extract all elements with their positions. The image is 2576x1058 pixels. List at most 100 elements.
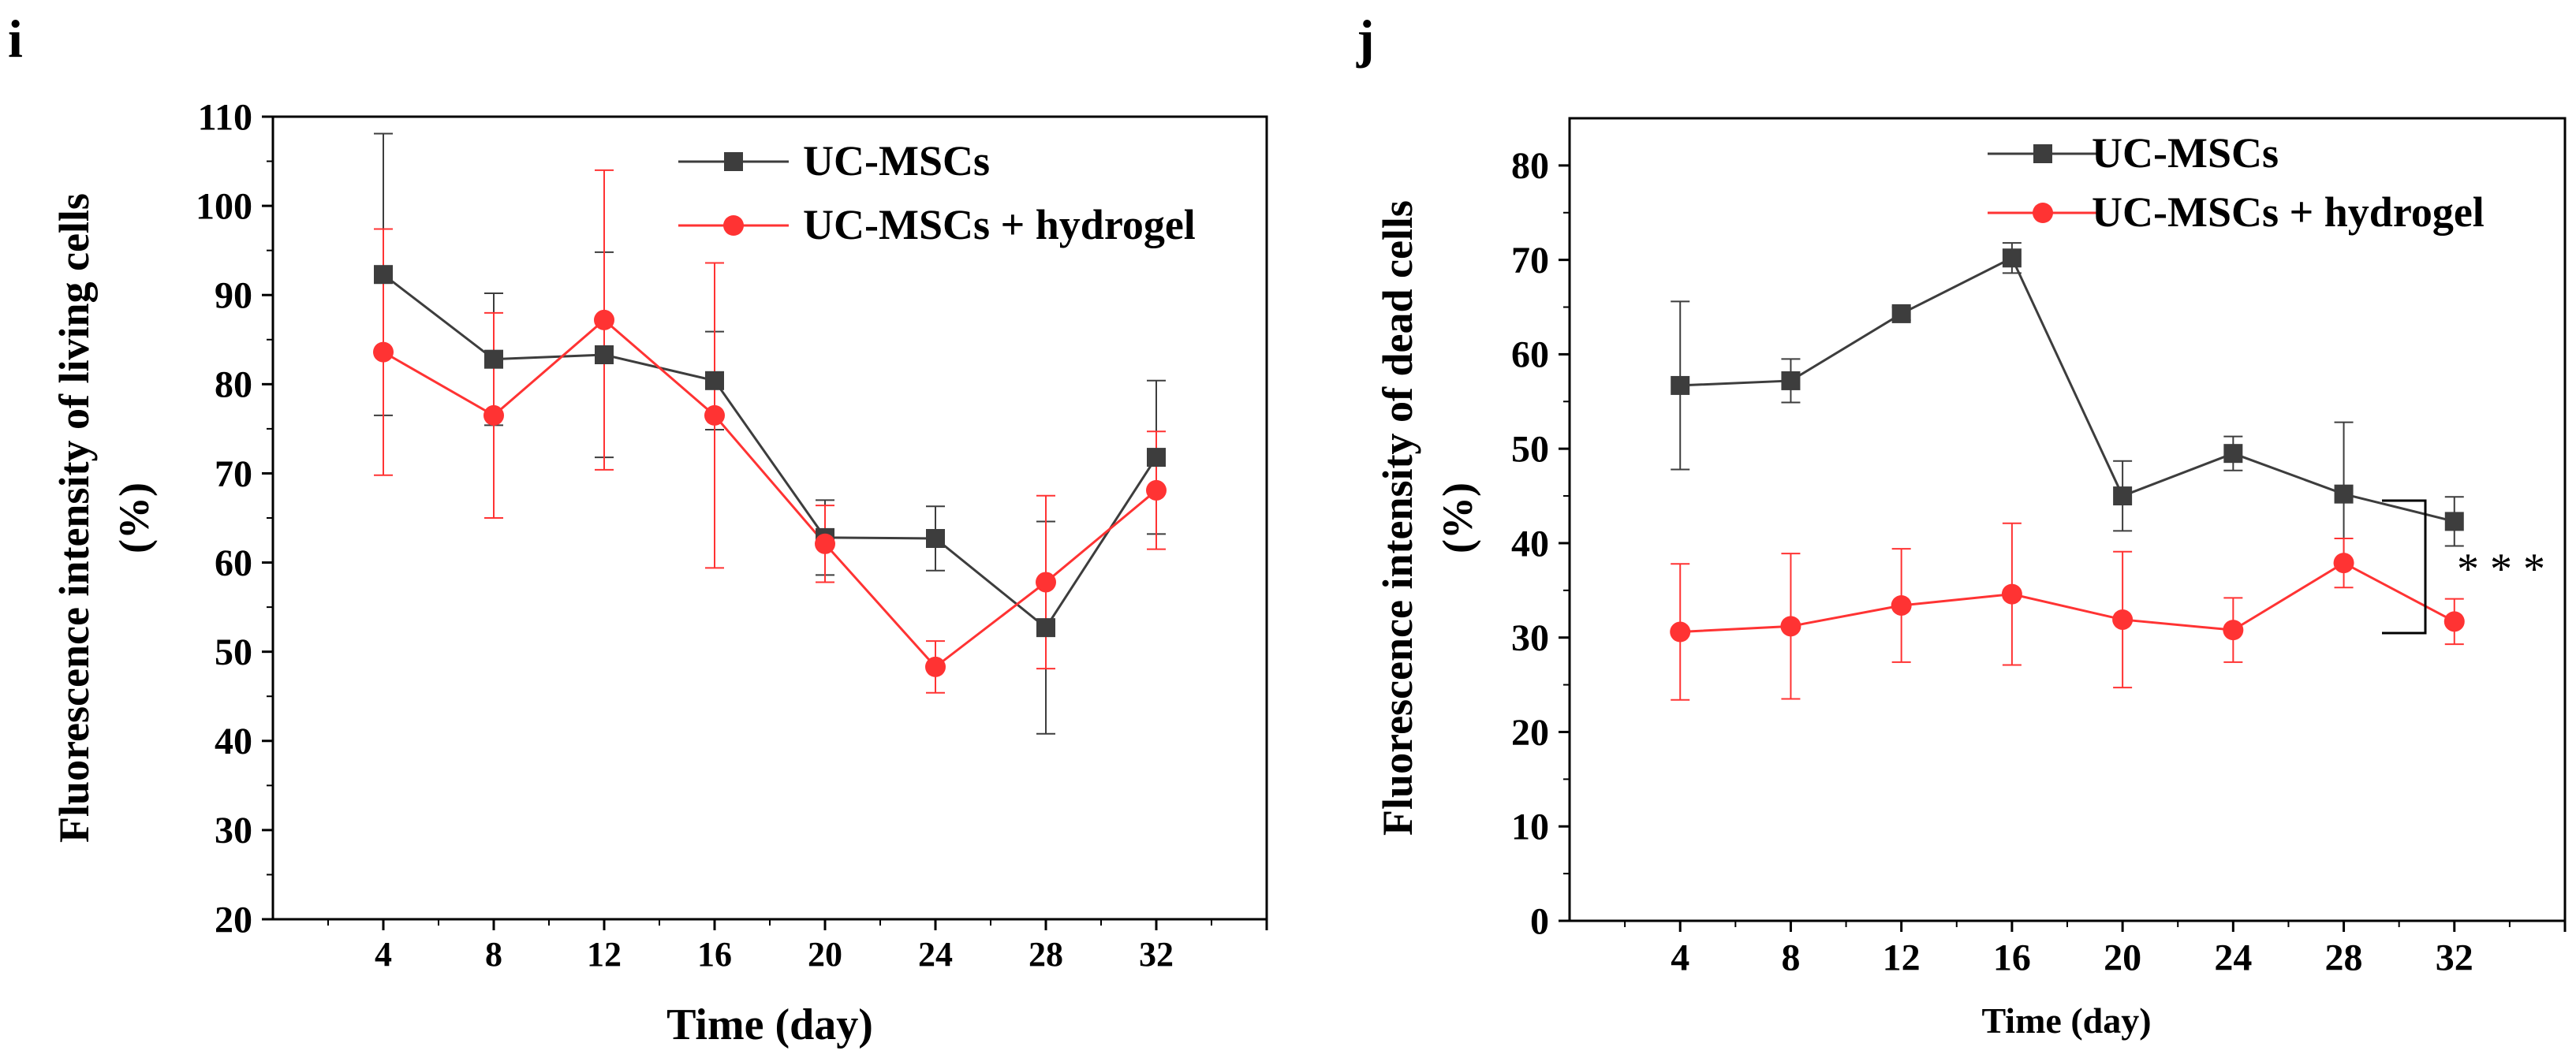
x-axis-title-i: Time (day) xyxy=(666,1000,873,1049)
y-tick-label-i: 70 xyxy=(215,453,252,495)
panel-i: i 20 30 40 50 60 70 80 90 100 110 4 8 12 16 20 24 28 32 T… xyxy=(8,9,1268,1049)
data-point-uc-mscs-hydrogel-j xyxy=(2223,620,2244,641)
data-point-uc-mscs-j xyxy=(1671,375,1690,395)
panel-label-i: i xyxy=(8,9,23,69)
y-tick-label-i: 40 xyxy=(215,721,252,762)
data-point-uc-mscs-hydrogel-j xyxy=(2333,553,2354,574)
legend-marker-b-i xyxy=(723,215,744,236)
data-point-uc-mscs-j xyxy=(2444,512,2464,531)
significance-bracket: * * * xyxy=(2382,499,2545,635)
legend-marker-b-j xyxy=(2033,203,2053,223)
x-tick-label-j: 20 xyxy=(2104,937,2141,978)
y-axis-unit-i: (%) xyxy=(110,482,158,553)
data-point-uc-mscs-j xyxy=(2002,248,2022,268)
axes-i: 20 30 40 50 60 70 80 90 100 110 4 8 12 16 20 24 28 32 xyxy=(196,96,1268,974)
x-tick-label-j: 8 xyxy=(1781,937,1800,978)
significance-label: * * * xyxy=(2457,545,2545,594)
y-tick-label-j: 50 xyxy=(1511,428,1549,470)
data-points-i xyxy=(373,265,1167,677)
data-point-uc-mscs-hydrogel-i xyxy=(925,656,946,677)
x-axis-title-j: Time (day) xyxy=(1981,1000,2151,1041)
x-tick-label-j: 28 xyxy=(2325,937,2363,978)
y-axis-title-i: Fluorescence intensity of living cells xyxy=(50,193,98,843)
y-tick-label-i: 80 xyxy=(215,364,252,406)
data-point-uc-mscs-hydrogel-j xyxy=(2443,611,2465,632)
data-point-uc-mscs-i xyxy=(1147,448,1166,468)
y-tick-label-i: 110 xyxy=(198,96,252,138)
y-tick-label-j: 40 xyxy=(1511,523,1549,564)
series-line-uc-mscs-j xyxy=(1680,256,2455,523)
data-point-uc-mscs-hydrogel-i xyxy=(594,309,614,330)
data-point-uc-mscs-j xyxy=(2223,444,2243,464)
x-tick-label-i: 8 xyxy=(485,935,502,974)
series-line-uc-mscs-i xyxy=(383,274,1158,630)
axes-j: 0 10 20 30 40 50 60 70 80 4 8 12 16 20 24 28 32 xyxy=(1511,145,2567,978)
y-tick-label-i: 50 xyxy=(215,631,252,673)
legend-marker-a-j xyxy=(2033,144,2052,163)
data-point-uc-mscs-hydrogel-i xyxy=(815,533,835,554)
y-axis-title-j: Fluorescence intensity of dead cells xyxy=(1374,200,1421,836)
y-tick-label-i: 100 xyxy=(196,185,252,227)
panel-j: j 0 10 20 30 40 50 60 70 80 4 8 12 16 20 24 28 32 Time (… xyxy=(1356,9,2567,1041)
x-tick-label-i: 24 xyxy=(918,935,953,974)
data-point-uc-mscs-hydrogel-j xyxy=(1891,594,1912,616)
legend-label-a-j: UC-MSCs xyxy=(2092,129,2279,177)
plot-frame-j xyxy=(1568,117,2567,922)
y-tick-label-j: 30 xyxy=(1511,617,1549,659)
data-point-uc-mscs-hydrogel-j xyxy=(1670,621,1691,643)
x-tick-label-j: 12 xyxy=(1883,937,1921,978)
data-point-uc-mscs-j xyxy=(1781,371,1801,390)
data-point-uc-mscs-i xyxy=(484,349,503,369)
data-point-uc-mscs-j xyxy=(2113,486,2133,506)
y-axis-unit-j: (%) xyxy=(1434,482,1481,553)
data-point-uc-mscs-j xyxy=(2334,484,2354,504)
y-tick-label-i: 60 xyxy=(215,542,252,584)
data-point-uc-mscs-i xyxy=(705,371,724,390)
x-tick-label-j: 32 xyxy=(2436,937,2473,978)
data-point-uc-mscs-hydrogel-j xyxy=(2001,583,2022,605)
series-lines-i xyxy=(383,274,1158,669)
legend-label-b-i: UC-MSCs + hydrogel xyxy=(803,201,1196,248)
y-tick-label-i: 90 xyxy=(215,275,252,317)
x-tick-label-j: 24 xyxy=(2214,937,2252,978)
data-point-uc-mscs-hydrogel-i xyxy=(1146,479,1167,501)
x-tick-label-i: 32 xyxy=(1139,935,1174,974)
y-tick-label-i: 20 xyxy=(215,899,252,941)
data-point-uc-mscs-i xyxy=(595,345,614,365)
y-tick-label-j: 10 xyxy=(1511,807,1549,848)
series-line-uc-mscs-hydrogel-j xyxy=(1680,561,2455,634)
x-tick-label-i: 16 xyxy=(697,935,732,974)
data-point-uc-mscs-hydrogel-j xyxy=(1780,616,1801,637)
y-tick-label-j: 20 xyxy=(1511,712,1549,754)
series-line-uc-mscs-hydrogel-i xyxy=(383,318,1157,669)
y-tick-label-j: 60 xyxy=(1511,334,1549,376)
y-tick-label-j: 0 xyxy=(1530,900,1549,942)
data-point-uc-mscs-hydrogel-i xyxy=(373,341,394,363)
legend-label-b-j: UC-MSCs + hydrogel xyxy=(2092,188,2485,236)
legend-marker-a-i xyxy=(724,152,743,171)
series-lines-j xyxy=(1680,256,2455,634)
y-tick-label-j: 70 xyxy=(1511,240,1549,281)
panel-label-j: j xyxy=(1356,9,1375,69)
data-point-uc-mscs-i xyxy=(926,529,945,549)
x-tick-label-j: 4 xyxy=(1671,937,1689,978)
x-tick-label-j: 16 xyxy=(1993,937,2031,978)
y-tick-label-j: 80 xyxy=(1511,145,1549,187)
data-points-j xyxy=(1670,248,2465,643)
legend-j: UC-MSCs UC-MSCs + hydrogel xyxy=(1988,129,2485,236)
data-point-uc-mscs-hydrogel-i xyxy=(1036,572,1056,593)
y-tick-label-i: 30 xyxy=(215,810,252,851)
data-point-uc-mscs-j xyxy=(1891,304,1911,323)
data-point-uc-mscs-i xyxy=(1036,618,1055,638)
x-tick-label-i: 4 xyxy=(375,935,392,974)
legend-label-a-i: UC-MSCs xyxy=(803,137,990,184)
legend-i: UC-MSCs UC-MSCs + hydrogel xyxy=(678,137,1196,248)
x-tick-label-i: 28 xyxy=(1029,935,1063,974)
x-tick-label-i: 12 xyxy=(587,935,622,974)
data-point-uc-mscs-hydrogel-j xyxy=(2112,609,2134,630)
data-point-uc-mscs-hydrogel-i xyxy=(483,404,504,426)
x-tick-label-i: 20 xyxy=(808,935,842,974)
significance-bracket-line xyxy=(2382,499,2427,635)
data-point-uc-mscs-i xyxy=(374,265,393,285)
